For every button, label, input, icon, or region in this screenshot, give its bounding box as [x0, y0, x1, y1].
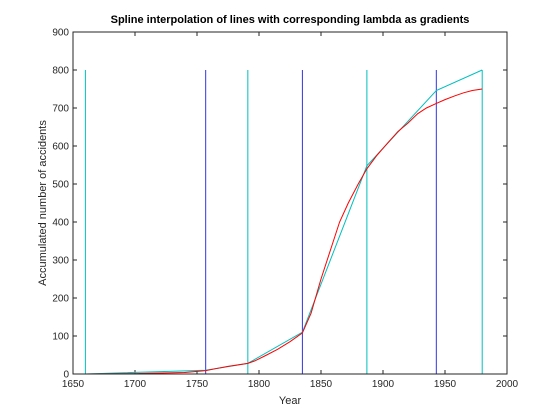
y-axis-label: Accumulated number of accidents — [37, 120, 49, 286]
x-tick-label: 1750 — [186, 379, 209, 390]
ticks-layer: 1650 1700 1750 1800 1850 1900 1950 2000 0 100 200 3… — [52, 28, 518, 391]
y-tick-label: 400 — [52, 218, 69, 229]
y-tick-label: 100 — [52, 332, 69, 343]
vertical-lines-layer — [84, 70, 483, 374]
x-axis-label: Year — [279, 395, 302, 407]
x-tick-label: 1850 — [310, 379, 333, 390]
plot-area-background — [73, 32, 507, 374]
y-tick-label: 600 — [52, 142, 69, 153]
axes-box — [72, 31, 508, 375]
x-tick-label: 2000 — [496, 379, 519, 390]
series-layer — [85, 69, 483, 375]
y-tick-label: 300 — [52, 256, 69, 267]
y-tick-label: 500 — [52, 180, 69, 191]
x-tick-label: 1950 — [434, 379, 457, 390]
chart-title: Spline interpolation of lines with corre… — [111, 14, 470, 26]
x-tick-label: 1800 — [248, 379, 271, 390]
y-tick-label: 900 — [52, 28, 69, 39]
y-tick-label: 200 — [52, 294, 69, 305]
y-tick-label: 700 — [52, 104, 69, 115]
series-line-red — [85, 88, 483, 375]
y-tick-label: 800 — [52, 66, 69, 77]
x-tick-label: 1650 — [62, 379, 85, 390]
x-tick-label: 1900 — [372, 379, 395, 390]
y-tick-label: 0 — [63, 370, 69, 381]
x-tick-label: 1700 — [124, 379, 147, 390]
